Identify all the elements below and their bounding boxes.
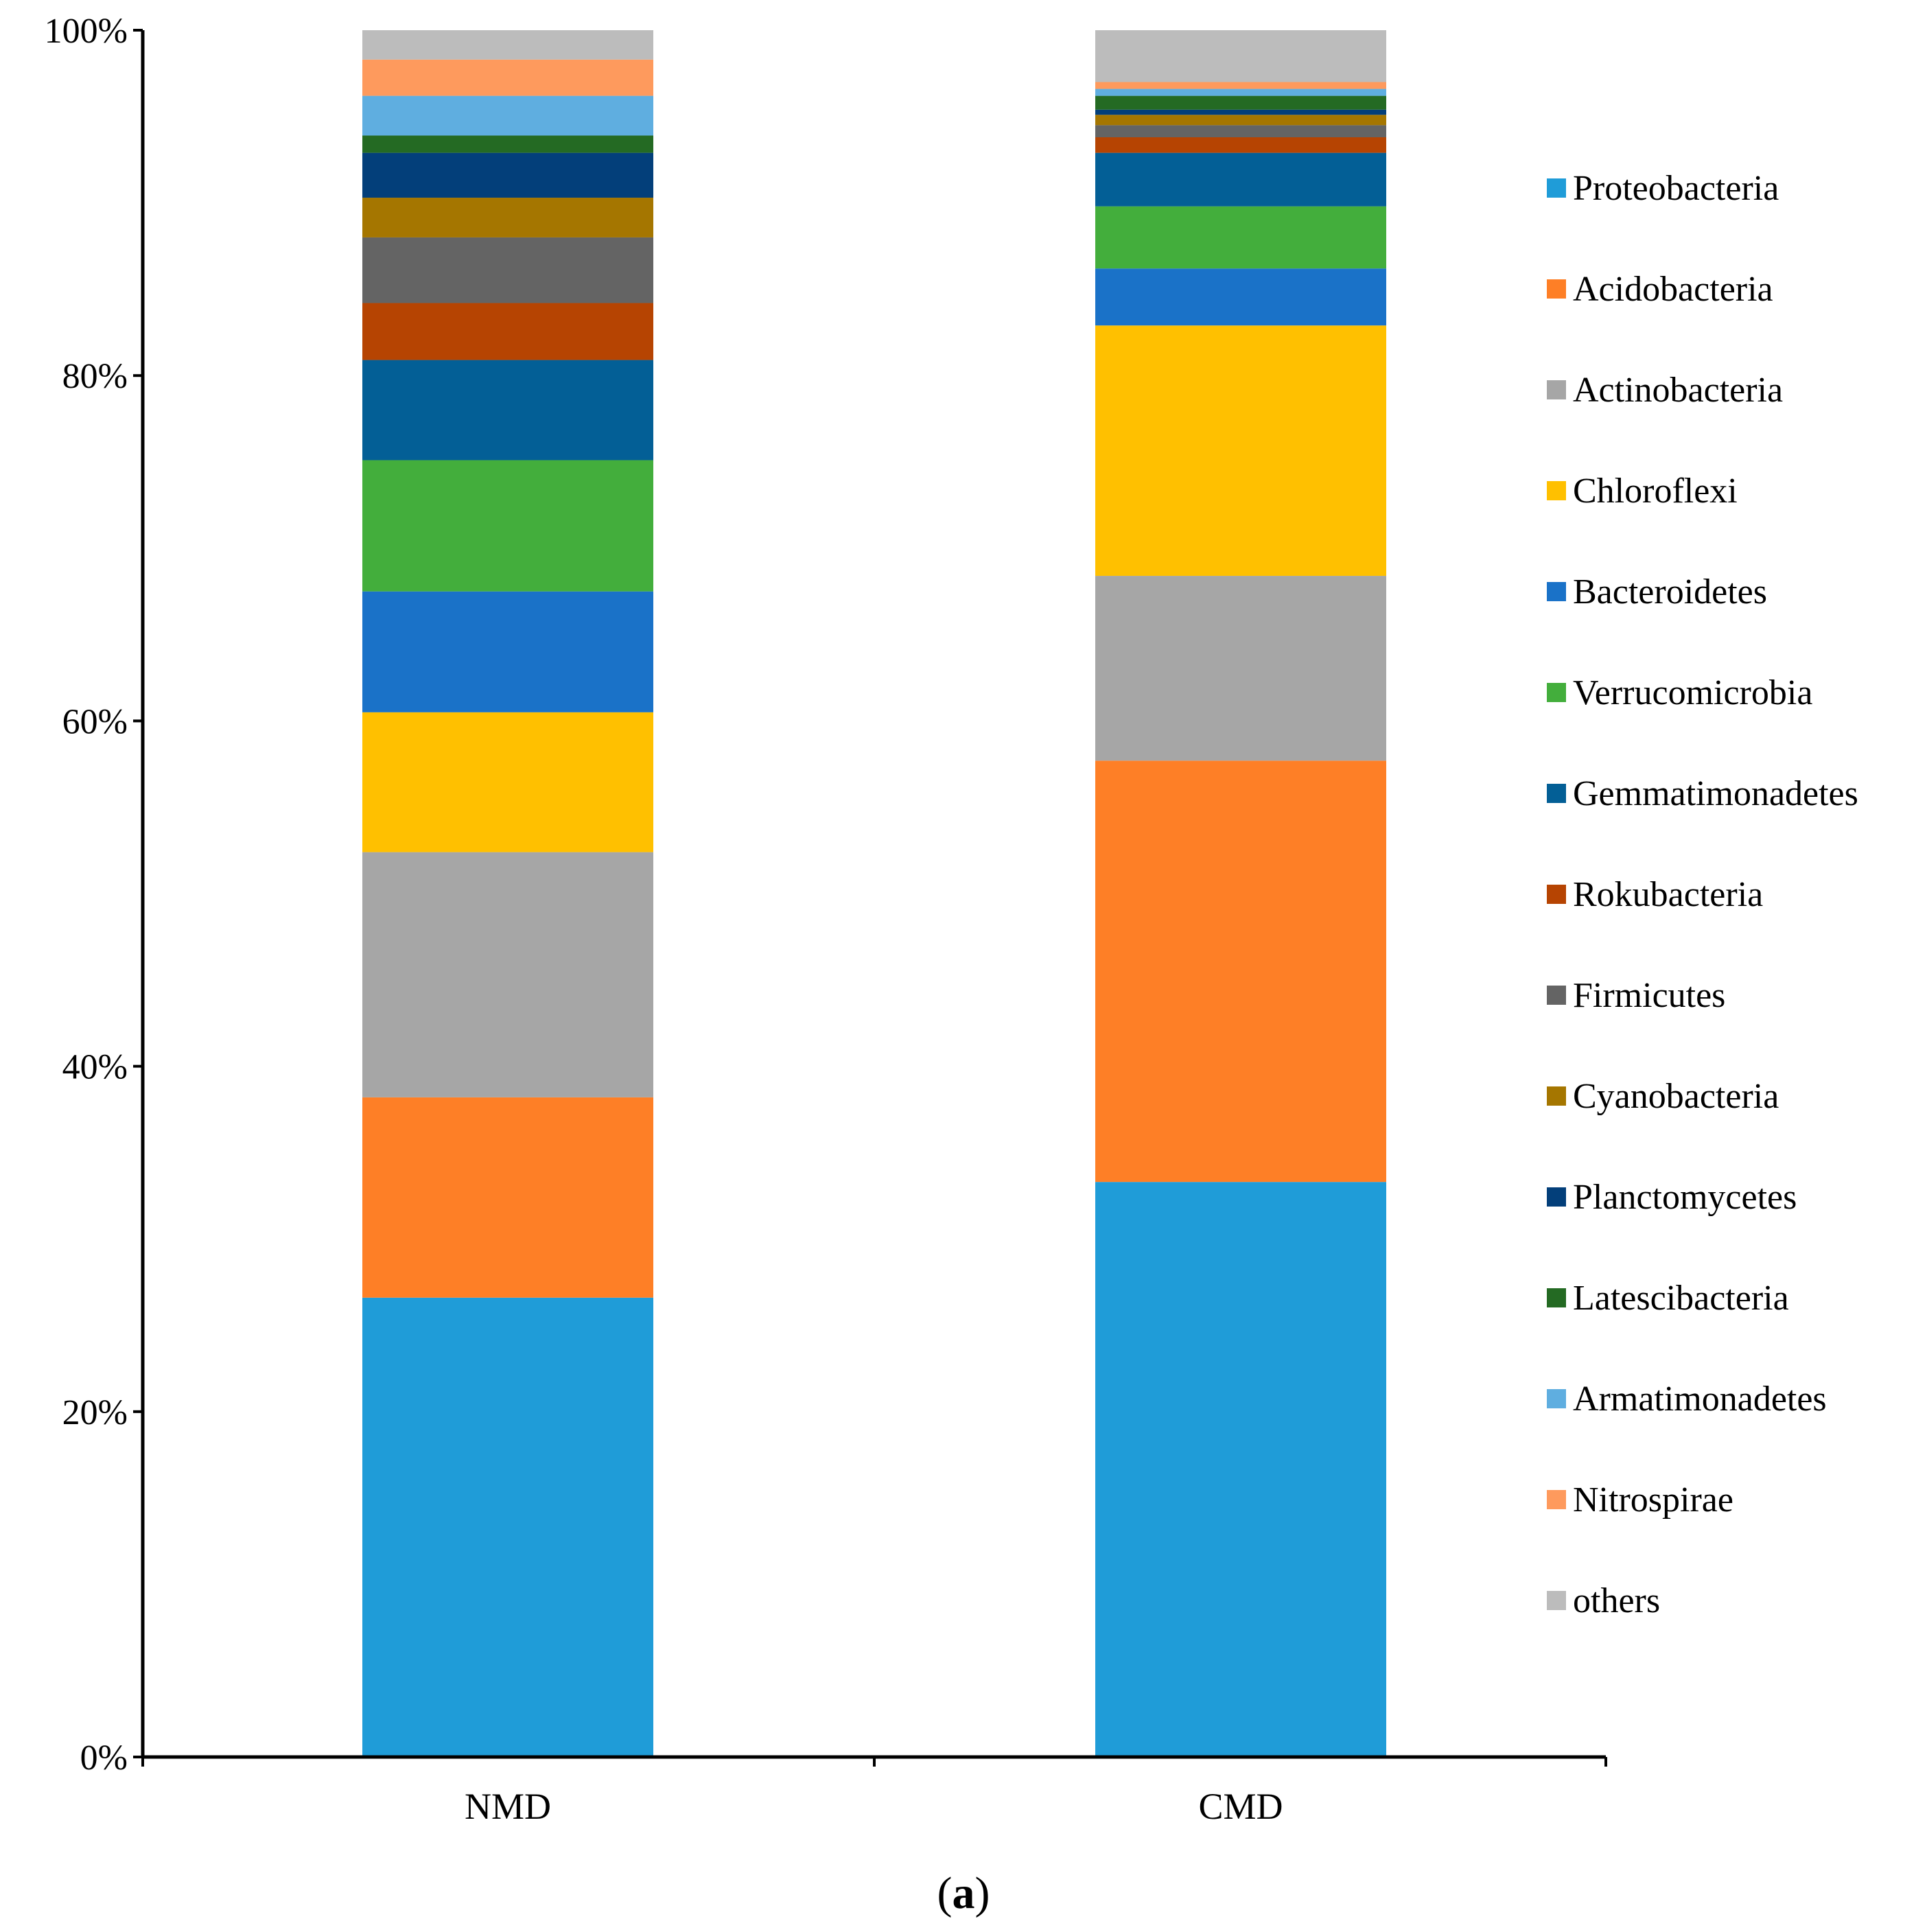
bar-segment-cmd-verrucomicrobia [1095, 206, 1386, 269]
bar-segment-nmd-nitrospirae [362, 59, 653, 96]
axes-layer: 0% 20% 40% 60% 80% 100% NMD CMD [45, 12, 1607, 1827]
bar-segment-cmd-actinobacteria [1095, 576, 1386, 761]
legend-swatch-others [1547, 1591, 1566, 1610]
bar-segment-cmd-firmicutes [1095, 125, 1386, 137]
bar-segment-cmd-cyanobacteria [1095, 115, 1386, 126]
legend: Proteobacteria Acidobacteria Actinobacteri… [1547, 169, 1858, 1620]
legend-swatch-cyanobacteria [1547, 1086, 1566, 1106]
bar-segment-cmd-proteobacteria [1095, 1182, 1386, 1757]
legend-label-proteobacteria: Proteobacteria [1573, 169, 1779, 208]
bar-segment-cmd-bacteroidetes [1095, 268, 1386, 326]
legend-item-verrucomicrobia: Verrucomicrobia [1547, 673, 1812, 712]
y-tick-label-80: 80% [62, 357, 128, 396]
legend-item-armatimonadetes: Armatimonadetes [1547, 1380, 1827, 1419]
legend-label-actinobacteria: Actinobacteria [1573, 371, 1783, 410]
legend-item-bacteroidetes: Bacteroidetes [1547, 572, 1767, 612]
bar-segment-cmd-latescibacteria [1095, 95, 1386, 110]
legend-item-planctomycetes: Planctomycetes [1547, 1178, 1797, 1217]
y-tick-label-40: 40% [62, 1048, 128, 1087]
y-tick-label-100: 100% [45, 12, 128, 51]
bar-segment-cmd-armatimonadetes [1095, 89, 1386, 96]
bar-segment-nmd-cyanobacteria [362, 198, 653, 237]
bar-segment-nmd-latescibacteria [362, 135, 653, 153]
legend-label-armatimonadetes: Armatimonadetes [1573, 1380, 1827, 1419]
bar-segment-cmd-acidobacteria [1095, 760, 1386, 1183]
bar-segment-cmd-others [1095, 30, 1386, 82]
bar-segment-nmd-armatimonadetes [362, 95, 653, 136]
legend-swatch-latescibacteria [1547, 1288, 1566, 1307]
legend-label-cyanobacteria: Cyanobacteria [1573, 1077, 1779, 1116]
legend-swatch-verrucomicrobia [1547, 683, 1566, 702]
legend-item-firmicutes: Firmicutes [1547, 976, 1725, 1015]
legend-swatch-actinobacteria [1547, 380, 1566, 399]
legend-item-chloroflexi: Chloroflexi [1547, 472, 1738, 511]
bar-segment-nmd-rokubacteria [362, 303, 653, 360]
legend-swatch-firmicutes [1547, 986, 1566, 1005]
legend-label-others: others [1573, 1581, 1660, 1620]
legend-item-cyanobacteria: Cyanobacteria [1547, 1077, 1779, 1116]
legend-label-latescibacteria: Latescibacteria [1573, 1279, 1789, 1318]
legend-label-verrucomicrobia: Verrucomicrobia [1573, 673, 1812, 712]
bar-segment-cmd-chloroflexi [1095, 325, 1386, 577]
legend-swatch-bacteroidetes [1547, 582, 1566, 601]
legend-item-rokubacteria: Rokubacteria [1547, 875, 1763, 914]
x-category-label-nmd: NMD [465, 1786, 551, 1827]
legend-item-actinobacteria: Actinobacteria [1547, 371, 1783, 410]
figure-caption: (a) [937, 1868, 990, 1918]
legend-item-gemmatimonadetes: Gemmatimonadetes [1547, 774, 1858, 813]
x-category-label-cmd: CMD [1198, 1786, 1283, 1827]
legend-swatch-planctomycetes [1547, 1187, 1566, 1207]
legend-swatch-chloroflexi [1547, 481, 1566, 500]
bar-segment-nmd-gemmatimonadetes [362, 360, 653, 461]
bar-segment-cmd-rokubacteria [1095, 137, 1386, 153]
bar-segment-nmd-actinobacteria [362, 852, 653, 1097]
legend-label-gemmatimonadetes: Gemmatimonadetes [1573, 774, 1858, 813]
legend-item-others: others [1547, 1581, 1660, 1620]
bar-segment-nmd-bacteroidetes [362, 591, 653, 712]
bar-segment-nmd-proteobacteria [362, 1297, 653, 1757]
bar-segment-nmd-chloroflexi [362, 712, 653, 852]
legend-item-nitrospirae: Nitrospirae [1547, 1480, 1733, 1520]
bar-segment-nmd-others [362, 30, 653, 60]
bar-segment-cmd-gemmatimonadetes [1095, 152, 1386, 207]
legend-swatch-proteobacteria [1547, 178, 1566, 198]
y-tick-label-0: 0% [80, 1738, 128, 1778]
legend-label-chloroflexi: Chloroflexi [1573, 472, 1738, 511]
y-tick-label-60: 60% [62, 702, 128, 741]
bar-segment-cmd-nitrospirae [1095, 82, 1386, 89]
bar-segment-cmd-planctomycetes [1095, 109, 1386, 115]
legend-label-acidobacteria: Acidobacteria [1573, 270, 1773, 309]
bar-segment-nmd-acidobacteria [362, 1097, 653, 1298]
bars-layer [362, 30, 1386, 1757]
legend-label-planctomycetes: Planctomycetes [1573, 1178, 1797, 1217]
legend-swatch-nitrospirae [1547, 1490, 1566, 1509]
legend-swatch-gemmatimonadetes [1547, 784, 1566, 803]
legend-swatch-armatimonadetes [1547, 1389, 1566, 1408]
legend-item-proteobacteria: Proteobacteria [1547, 169, 1779, 208]
bar-segment-nmd-firmicutes [362, 237, 653, 303]
legend-swatch-rokubacteria [1547, 885, 1566, 904]
legend-swatch-acidobacteria [1547, 279, 1566, 299]
legend-label-nitrospirae: Nitrospirae [1573, 1480, 1733, 1520]
legend-label-bacteroidetes: Bacteroidetes [1573, 572, 1767, 612]
legend-item-latescibacteria: Latescibacteria [1547, 1279, 1789, 1318]
bar-segment-nmd-verrucomicrobia [362, 460, 653, 592]
legend-label-firmicutes: Firmicutes [1573, 976, 1725, 1015]
legend-item-acidobacteria: Acidobacteria [1547, 270, 1773, 309]
bar-segment-nmd-planctomycetes [362, 152, 653, 198]
y-tick-label-20: 20% [62, 1393, 128, 1432]
legend-label-rokubacteria: Rokubacteria [1573, 875, 1763, 914]
